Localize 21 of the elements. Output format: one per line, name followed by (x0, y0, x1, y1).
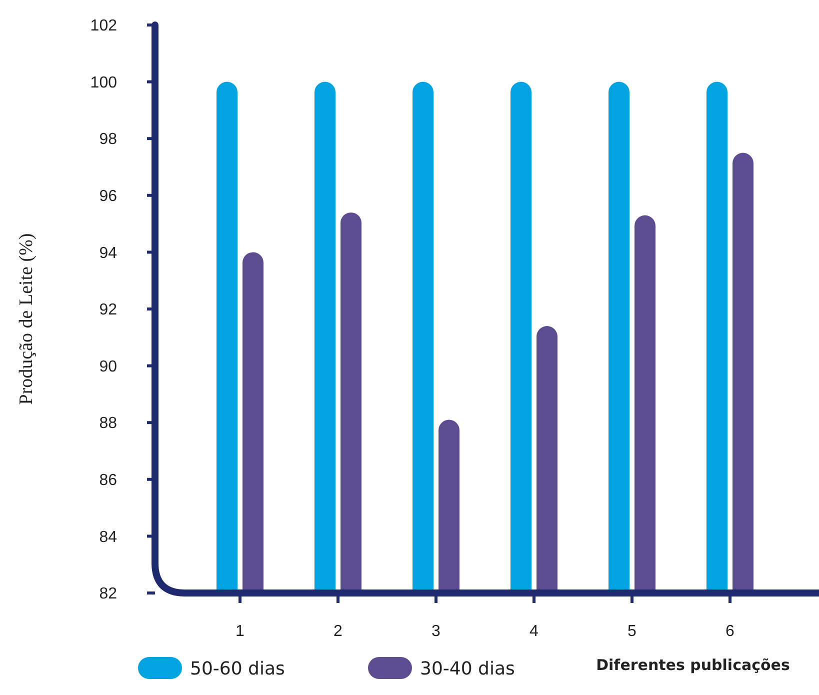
y-tick-label: 98 (99, 131, 118, 148)
y-axis-title: Produção de Leite (%) (16, 233, 37, 405)
y-tick-label: 92 (99, 302, 118, 319)
y-tick-label: 90 (99, 358, 118, 376)
y-tick-label: 102 (90, 18, 118, 35)
x-axis-title: Diferentes publicações (596, 656, 790, 674)
y-tick-label: 94 (99, 244, 118, 262)
y-tick-label: 82 (99, 586, 118, 603)
legend-label: 30-40 dias (420, 658, 515, 680)
y-tick-label: 86 (99, 472, 118, 489)
x-tick-label: 1 (236, 623, 245, 640)
x-tick-label: 2 (334, 623, 343, 640)
y-tick-label: 84 (99, 528, 118, 546)
x-tick-label: 6 (726, 623, 735, 640)
y-tick-label: 88 (99, 415, 118, 432)
x-tick-label: 5 (628, 623, 637, 640)
legend-label: 50-60 dias (190, 658, 285, 680)
y-tick-label: 100 (90, 74, 118, 92)
y-tick-label: 96 (99, 188, 118, 205)
x-tick-label: 4 (530, 623, 539, 640)
x-tick-label: 3 (432, 623, 441, 640)
